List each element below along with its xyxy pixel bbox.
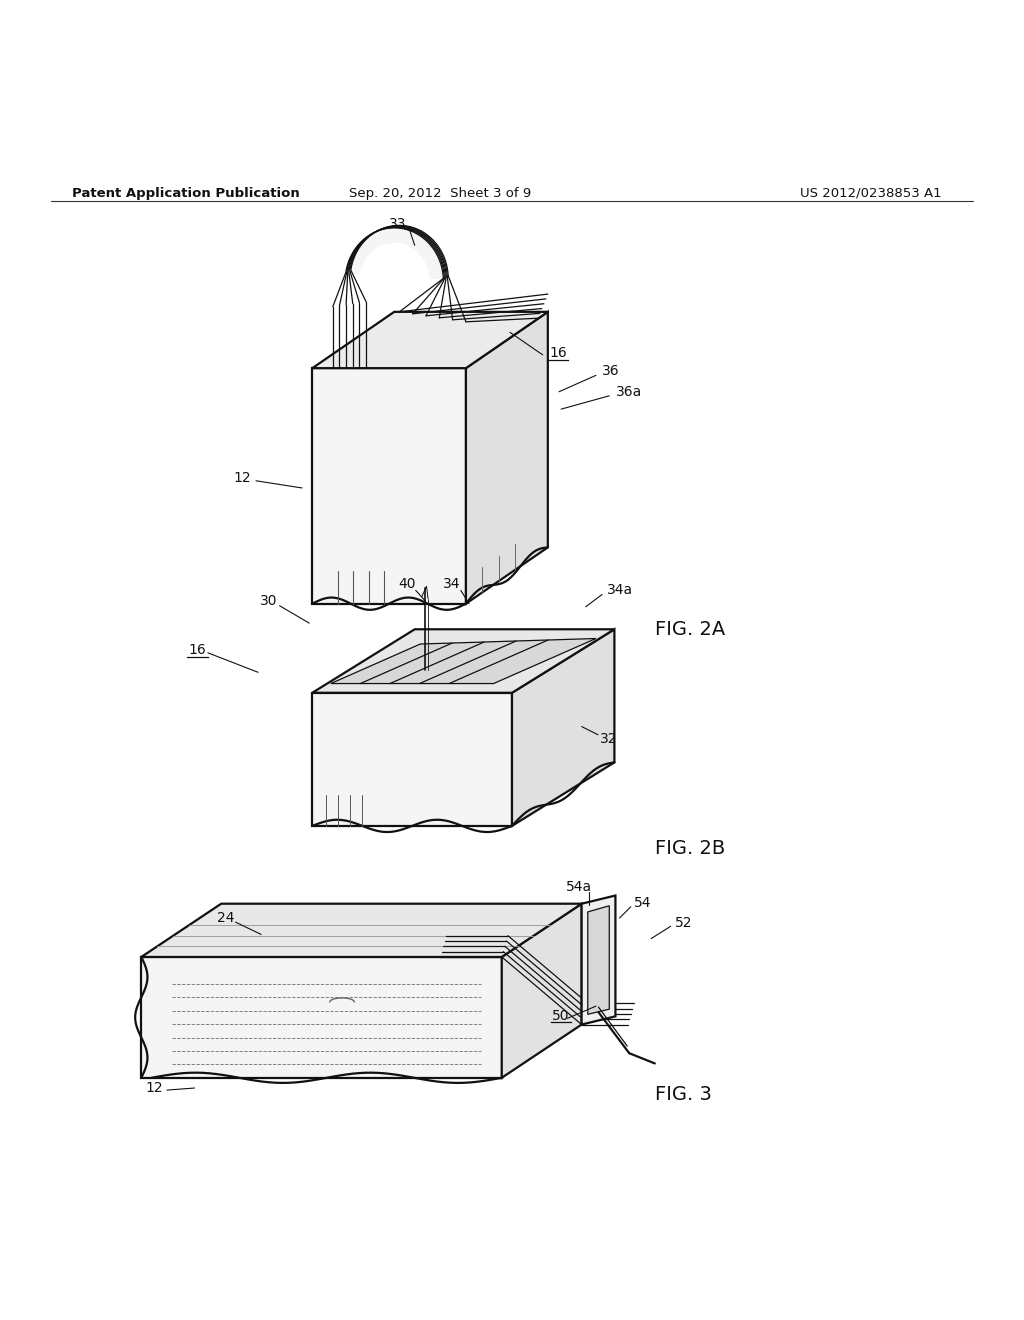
Text: Sep. 20, 2012  Sheet 3 of 9: Sep. 20, 2012 Sheet 3 of 9 xyxy=(349,186,531,199)
Polygon shape xyxy=(141,904,582,957)
Text: 34a: 34a xyxy=(606,583,633,598)
Polygon shape xyxy=(466,312,548,603)
Text: FIG. 3: FIG. 3 xyxy=(655,1085,713,1104)
Text: Patent Application Publication: Patent Application Publication xyxy=(72,186,299,199)
Text: 54a: 54a xyxy=(565,880,592,895)
Polygon shape xyxy=(312,368,466,603)
Text: 52: 52 xyxy=(675,916,693,931)
Polygon shape xyxy=(312,312,548,368)
Polygon shape xyxy=(346,228,443,280)
Polygon shape xyxy=(582,895,615,1024)
Text: 32: 32 xyxy=(599,731,617,746)
Text: 40: 40 xyxy=(398,577,417,591)
Polygon shape xyxy=(312,630,614,693)
Text: 34: 34 xyxy=(442,577,461,591)
Text: US 2012/0238853 A1: US 2012/0238853 A1 xyxy=(801,186,942,199)
Text: 30: 30 xyxy=(259,594,278,607)
Polygon shape xyxy=(512,630,614,826)
Polygon shape xyxy=(588,906,609,1014)
Text: 54: 54 xyxy=(634,896,652,909)
Text: 24: 24 xyxy=(216,911,234,925)
Polygon shape xyxy=(312,693,512,826)
Polygon shape xyxy=(141,957,502,1078)
Polygon shape xyxy=(331,639,596,684)
Text: FIG. 2B: FIG. 2B xyxy=(655,840,726,858)
Text: 12: 12 xyxy=(233,471,252,484)
Text: 36a: 36a xyxy=(615,384,642,399)
Text: 16: 16 xyxy=(188,643,207,657)
Text: 50: 50 xyxy=(552,1010,570,1023)
Text: 36: 36 xyxy=(601,364,620,379)
Text: 33: 33 xyxy=(388,216,407,231)
Text: 12: 12 xyxy=(145,1081,164,1096)
Polygon shape xyxy=(502,904,582,1078)
Text: 16: 16 xyxy=(549,346,567,360)
Text: FIG. 2A: FIG. 2A xyxy=(655,620,726,639)
